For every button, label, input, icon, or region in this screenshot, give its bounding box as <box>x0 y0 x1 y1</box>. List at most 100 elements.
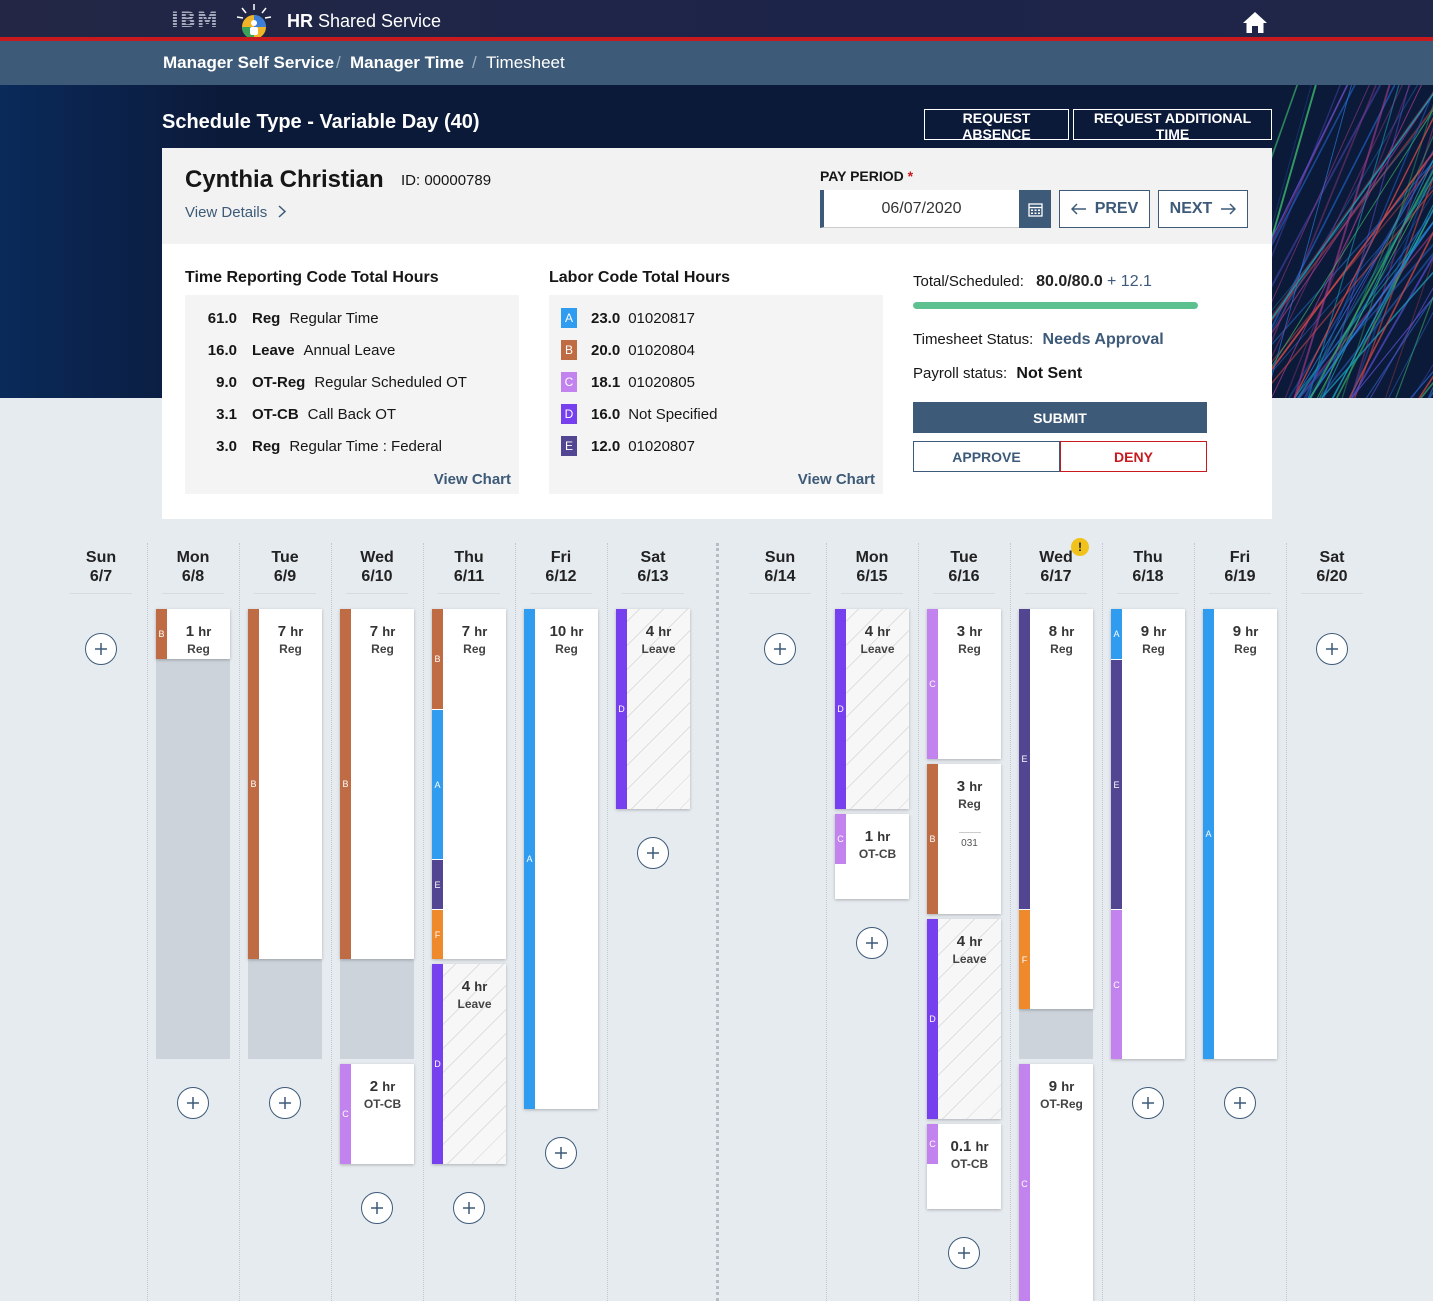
labor-code-segment: E <box>1019 609 1030 909</box>
labor-view-chart-link[interactable]: View Chart <box>797 471 875 488</box>
ibm-logo[interactable]: IBM <box>171 8 219 32</box>
add-time-entry-button[interactable] <box>856 927 888 959</box>
day-date: 6/18 <box>1132 568 1164 585</box>
day-header-thu-6-18[interactable]: Thu 6/18 <box>1102 548 1194 586</box>
labor-code-segment: B <box>340 609 351 959</box>
entry-hours: 10 hr <box>535 623 598 640</box>
entry-code: Reg <box>279 642 302 656</box>
entry-hours-value: 7 <box>461 623 471 640</box>
entry-hours: 4 hr <box>627 623 690 640</box>
breadcrumb-manager-self-service[interactable]: Manager Self Service <box>163 53 335 72</box>
request-additional-time-button[interactable]: REQUEST ADDITIONAL TIME <box>1073 109 1272 142</box>
plus-icon <box>958 1247 970 1259</box>
time-entry[interactable]: A 10 hr Reg <box>524 609 598 1109</box>
hours-progress-fill <box>913 302 1198 309</box>
hours-progress-bar <box>913 302 1198 309</box>
add-time-entry-button[interactable] <box>948 1237 980 1269</box>
day-header-mon-6-15[interactable]: Mon 6/15 <box>826 548 918 586</box>
approve-button[interactable]: APPROVE <box>913 441 1060 472</box>
labor-code-segment: E <box>432 859 443 909</box>
hero-streak <box>1258 189 1433 398</box>
entry-hours: 1 hr <box>846 828 909 845</box>
trc-description: Regular Scheduled OT <box>314 373 467 391</box>
labor-table: A 23.0 01020817 B 20.0 01020804 C 18.1 01020805 D… <box>549 295 883 494</box>
labor-code-segment: B <box>927 764 938 914</box>
add-time-entry-button[interactable] <box>545 1137 577 1169</box>
entry-code: Reg <box>463 642 486 656</box>
add-time-entry-button[interactable] <box>1224 1087 1256 1119</box>
submit-button[interactable]: SUBMIT <box>913 402 1207 433</box>
view-details-link[interactable]: View Details <box>185 204 287 221</box>
top-app-bar: IBM HR Shared Service <box>0 0 1433 39</box>
trc-row: 3.0 Reg Regular Time : Federal <box>185 434 519 458</box>
add-time-entry-button[interactable] <box>1316 633 1348 665</box>
entry-code: Leave <box>952 952 987 966</box>
day-header-mon-6-8[interactable]: Mon 6/8 <box>147 548 239 586</box>
add-time-entry-button[interactable] <box>637 837 669 869</box>
day-header-wed-6-10[interactable]: Wed 6/10 <box>331 548 423 586</box>
entry-hours: 0.1 hr <box>938 1138 1001 1155</box>
header-underline <box>438 593 500 594</box>
add-time-entry-button[interactable] <box>85 633 117 665</box>
day-of-week: Mon <box>176 549 210 566</box>
trc-row: 3.1 OT-CB Call Back OT <box>185 402 519 426</box>
add-time-entry-button[interactable] <box>177 1087 209 1119</box>
add-time-entry-button[interactable] <box>361 1192 393 1224</box>
day-header-sun-6-7[interactable]: Sun 6/7 <box>55 548 147 586</box>
warning-icon[interactable]: ! <box>1071 538 1089 556</box>
request-absence-button[interactable]: REQUEST ABSENCE <box>924 109 1069 142</box>
home-icon[interactable] <box>1242 10 1268 34</box>
add-time-entry-button[interactable] <box>764 633 796 665</box>
labor-row: D 16.0 Not Specified <box>549 402 883 426</box>
breadcrumb-timesheet: Timesheet <box>486 53 565 72</box>
day-header-sat-6-20[interactable]: Sat 6/20 <box>1286 548 1378 586</box>
add-time-entry-button[interactable] <box>269 1087 301 1119</box>
calendar-button[interactable] <box>1019 190 1051 228</box>
entry-hours-value: 4 <box>461 978 471 995</box>
add-time-entry-button[interactable] <box>453 1192 485 1224</box>
labor-row: B 20.0 01020804 <box>549 338 883 362</box>
labor-description: 01020817 <box>628 309 695 327</box>
day-header-thu-6-11[interactable]: Thu 6/11 <box>423 548 515 586</box>
trc-view-chart-link[interactable]: View Chart <box>433 471 511 488</box>
day-header-tue-6-16[interactable]: Tue 6/16 <box>918 548 1010 586</box>
time-entry[interactable]: C 0.1 hr OT-CB <box>927 1124 1001 1209</box>
next-button[interactable]: NEXT <box>1158 190 1248 228</box>
day-header-fri-6-19[interactable]: Fri 6/19 <box>1194 548 1286 586</box>
labor-code-segment: F <box>1019 909 1030 1009</box>
hero-streak <box>1297 175 1433 398</box>
day-header-tue-6-9[interactable]: Tue 6/9 <box>239 548 331 586</box>
deny-button[interactable]: DENY <box>1060 441 1207 472</box>
entry-hours-unit: hr <box>877 624 891 639</box>
day-header-sat-6-13[interactable]: Sat 6/13 <box>607 548 699 586</box>
day-header-fri-6-12[interactable]: Fri 6/12 <box>515 548 607 586</box>
header-underline <box>346 593 408 594</box>
day-header-sun-6-14[interactable]: Sun 6/14 <box>734 548 826 586</box>
hero-streak <box>1350 164 1433 398</box>
day-of-week: Wed <box>1039 549 1073 566</box>
add-time-entry-button[interactable] <box>1132 1087 1164 1119</box>
pay-period-input[interactable] <box>820 190 1019 228</box>
arrow-left-icon <box>1070 203 1086 215</box>
day-header-wed-6-17[interactable]: Wed 6/17 <box>1010 548 1102 586</box>
prev-button[interactable]: PREV <box>1059 190 1150 228</box>
labor-code-chip: E <box>561 436 577 456</box>
breadcrumb-manager-time[interactable]: Manager Time <box>350 53 465 72</box>
column-separator <box>607 543 608 1301</box>
